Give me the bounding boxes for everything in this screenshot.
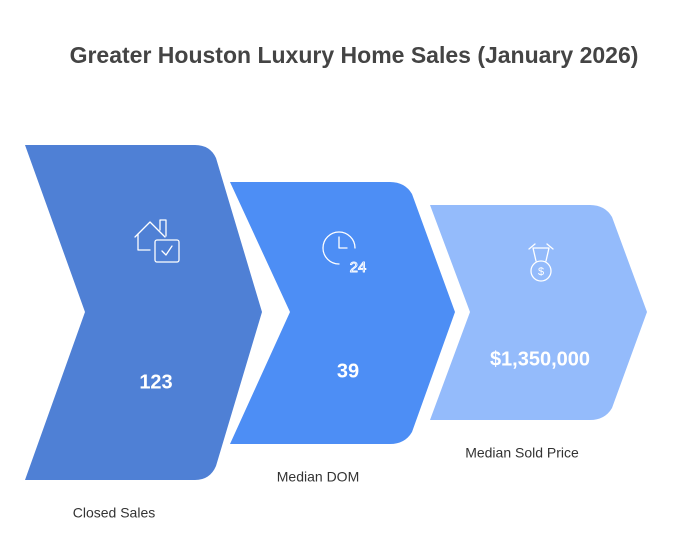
step-value: 39: [337, 360, 359, 382]
step-value: $1,350,000: [490, 348, 590, 370]
step-shape: [25, 145, 262, 480]
svg-text:24: 24: [350, 259, 367, 276]
step-shape: [230, 182, 455, 444]
title: Greater Houston Luxury Home Sales (Janua…: [70, 42, 639, 68]
step-label: Closed Sales: [73, 505, 156, 521]
step-value: 123: [139, 371, 172, 393]
step-shape: [430, 205, 647, 420]
money-bag-icon: $: [528, 243, 554, 282]
house-icon: [134, 219, 180, 263]
clock-icon: 24: [322, 231, 367, 276]
step-label: Median Sold Price: [465, 445, 579, 461]
step-label: Median DOM: [277, 469, 359, 485]
svg-text:$: $: [538, 266, 544, 278]
